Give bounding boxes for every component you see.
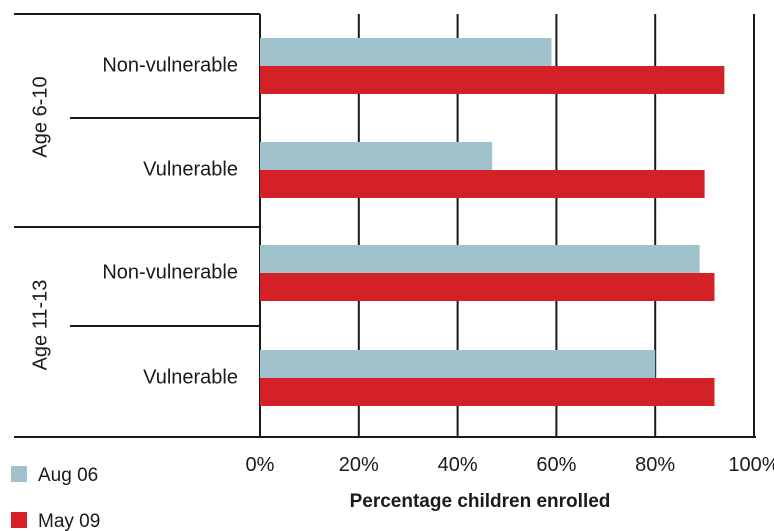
- x-tick-label-0: 0%: [246, 454, 275, 476]
- category-label-non-vulnerable-1: Non-vulnerable: [102, 54, 238, 76]
- x-tick-label-1: 20%: [339, 454, 379, 476]
- bar-aug-06-3: [260, 350, 656, 378]
- bar-may-09-2: [260, 273, 715, 301]
- bar-aug-06-2: [260, 245, 700, 273]
- legend-label-may-09: May 09: [38, 511, 100, 531]
- group-label-age-6-10: Age 6-10: [29, 76, 51, 157]
- bar-aug-06-1: [260, 142, 493, 170]
- bars: [260, 38, 725, 406]
- x-tick-label-2: 40%: [438, 454, 478, 476]
- legend-swatch-may-09: [11, 512, 27, 528]
- category-axis-structure: [14, 13, 756, 438]
- x-axis-label: Percentage children enrolled: [350, 491, 611, 512]
- category-label-non-vulnerable-2: Non-vulnerable: [102, 261, 238, 283]
- group-label-age-11-13: Age 11-13: [29, 280, 51, 371]
- bar-may-09-3: [260, 378, 715, 406]
- bar-may-09-1: [260, 170, 705, 198]
- legend-label-aug-06: Aug 06: [38, 465, 98, 486]
- bar-may-09-0: [260, 66, 725, 94]
- x-tick-label-3: 60%: [536, 454, 576, 476]
- legend: Aug 06 May 09: [11, 465, 100, 531]
- category-label-vulnerable-2: Vulnerable: [143, 366, 238, 388]
- x-tick-label-5: 100%: [728, 454, 774, 476]
- legend-swatch-aug-06: [11, 466, 27, 482]
- category-label-vulnerable-1: Vulnerable: [143, 158, 238, 180]
- x-tick-label-4: 80%: [635, 454, 675, 476]
- x-tick-labels: 0% 20% 40% 60% 80% 100%: [246, 454, 774, 476]
- bar-aug-06-0: [260, 38, 552, 66]
